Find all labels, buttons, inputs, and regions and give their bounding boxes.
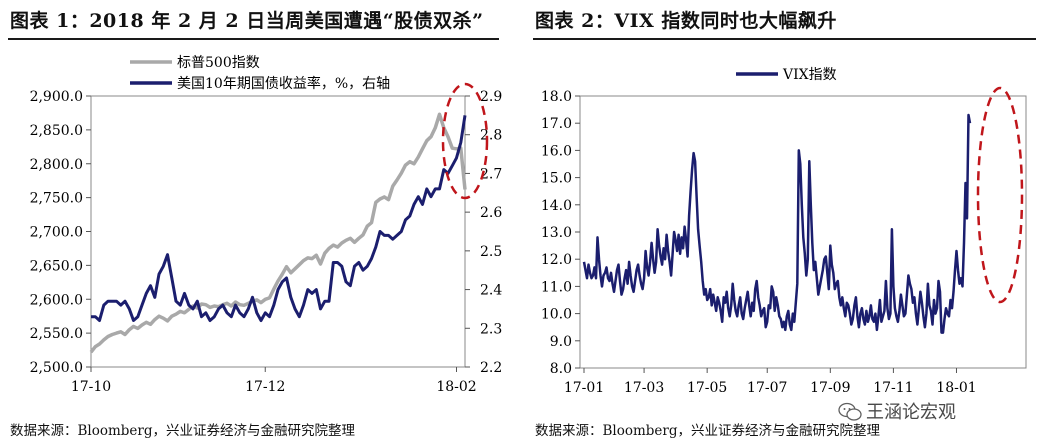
chart1-x-tick-label: 18-02 xyxy=(436,379,476,395)
chart1-y-right-tick-label: 2.8 xyxy=(480,128,502,144)
chart2-highlight-ellipse xyxy=(976,86,1024,304)
chart1-y-right-tick-label: 2.4 xyxy=(480,283,502,299)
chart1-x-tick-label: 17-10 xyxy=(71,379,111,395)
chart2-legend: VIX指数 xyxy=(736,67,837,83)
chart2-y-tick-label: 11.0 xyxy=(541,279,572,295)
chart2-x-tick-label: 17-09 xyxy=(810,380,850,396)
chart1-y-right-tick-label: 2.6 xyxy=(480,205,502,221)
sp500-line xyxy=(89,112,467,354)
chart2-y-tick-label: 14.0 xyxy=(541,198,572,214)
chart2-y-tick-label: 15.0 xyxy=(541,171,572,187)
chart1-x-tick-label: 17-12 xyxy=(245,379,285,395)
chart2-y-tick-label: 13.0 xyxy=(541,225,572,241)
treasury-yield-line xyxy=(91,115,467,322)
chart1-y-left-tick-label: 2,650.0 xyxy=(30,258,83,274)
chart1-y-right-tick-label: 2.3 xyxy=(480,321,502,337)
chart1-y-left-tick-label: 2,850.0 xyxy=(30,123,83,139)
chart2-y-tick-label: 17.0 xyxy=(541,116,572,132)
vix-line xyxy=(582,113,972,334)
chart2-svg: 8.0 9.0 10.0 11.0 12.0 13.0 14.0 15.0 16.0 17.0 18… xyxy=(541,67,1027,396)
chart1-legend: 标普500指数 美国10年期国债收益率，%，右轴 xyxy=(130,55,390,92)
chart2-title: 图表 2：VIX 指数同时也大幅飙升 xyxy=(535,10,837,32)
watermark-text: 王涵论宏观 xyxy=(866,402,956,423)
chart2-x-axis: 17-01 17-03 17-05 17-07 17-09 17-11 18-01 xyxy=(564,368,977,396)
chart2-y-tick-label: 9.0 xyxy=(550,334,572,350)
chart2-y-tick-label: 8.0 xyxy=(550,361,572,377)
chart1-y-left-tick-label: 2,700.0 xyxy=(30,225,83,241)
chart1-y-left-tick-label: 2,800.0 xyxy=(30,157,83,173)
chart2-x-tick-label: 17-11 xyxy=(873,380,913,396)
chart1-highlight-ellipse xyxy=(441,82,489,200)
chart2-y-tick-label: 12.0 xyxy=(541,252,572,268)
chart1-y-right-tick-label: 2.7 xyxy=(480,166,502,182)
chart1-y-left-tick-label: 2,750.0 xyxy=(30,191,83,207)
chart1-title: 图表 1：2018 年 2 月 2 日当周美国遭遇“股债双杀” xyxy=(10,10,484,32)
chart2-title-rule xyxy=(533,38,1036,40)
chart2-x-tick-label: 17-07 xyxy=(747,380,787,396)
chart2-y-axis: 8.0 9.0 10.0 11.0 12.0 13.0 14.0 15.0 16.0 17.0 18… xyxy=(541,89,580,377)
legend-sp500-label: 标普500指数 xyxy=(177,55,260,71)
chart1-y-left-axis: 2,500.0 2,550.0 2,600.0 2,650.0 2,700.0 2,750… xyxy=(30,89,91,376)
chart1-y-right-axis: 2.2 2.3 2.4 2.5 2.6 2.7 2.8 2.9 xyxy=(465,89,502,376)
legend-vix-label: VIX指数 xyxy=(782,67,837,83)
chart1-y-right-tick-label: 2.5 xyxy=(480,244,502,260)
chart1-y-left-tick-label: 2,500.0 xyxy=(30,360,83,376)
chart2-x-tick-label: 17-01 xyxy=(564,380,604,396)
chart1-svg: 2,500.0 2,550.0 2,600.0 2,650.0 2,700.0 2,750… xyxy=(30,55,503,395)
chart2-x-tick-label: 18-01 xyxy=(936,380,976,396)
chart2-y-tick-label: 16.0 xyxy=(541,143,572,159)
chart2-y-tick-label: 18.0 xyxy=(541,89,572,105)
chart1-y-left-tick-label: 2,900.0 xyxy=(30,89,83,105)
chart1-title-rule xyxy=(8,38,499,40)
chart1-frame xyxy=(90,95,466,368)
chart1-y-right-tick-label: 2.2 xyxy=(480,360,502,376)
chart2-y-tick-label: 10.0 xyxy=(541,307,572,323)
chart1-y-left-tick-label: 2,550.0 xyxy=(30,326,83,342)
chart2-x-tick-label: 17-05 xyxy=(687,380,727,396)
chart1-x-axis: 17-10 17-12 18-02 xyxy=(71,367,477,395)
chart1-y-left-tick-label: 2,600.0 xyxy=(30,292,83,308)
wechat-icon xyxy=(838,402,862,421)
legend-treasury-label: 美国10年期国债收益率，%，右轴 xyxy=(177,75,390,92)
chart2-source: 数据来源：Bloomberg，兴业证券经济与金融研究院整理 xyxy=(535,423,881,439)
watermark: 王涵论宏观 xyxy=(838,398,956,424)
chart2-x-tick-label: 17-03 xyxy=(624,380,664,396)
chart1-y-right-tick-label: 2.9 xyxy=(480,89,502,105)
chart1-source: 数据来源：Bloomberg，兴业证券经济与金融研究院整理 xyxy=(10,423,356,439)
